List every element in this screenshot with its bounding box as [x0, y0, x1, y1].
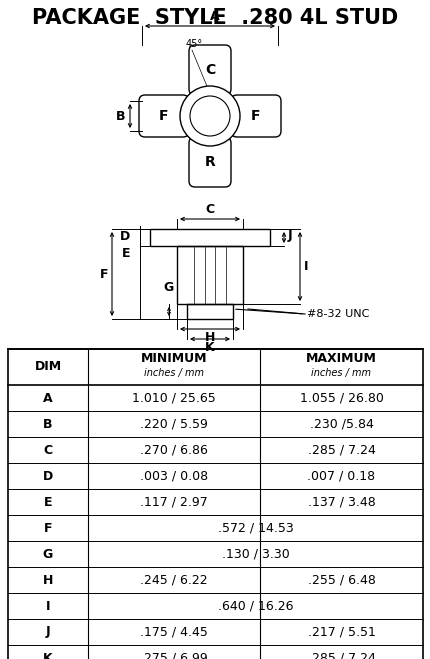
Text: .275 / 6.99: .275 / 6.99 [140, 652, 207, 659]
FancyBboxPatch shape [139, 95, 189, 137]
Text: G: G [43, 548, 53, 561]
Text: G: G [163, 281, 174, 294]
Text: C: C [43, 444, 52, 457]
FancyBboxPatch shape [189, 137, 230, 187]
Text: E: E [44, 496, 52, 509]
Text: .220 / 5.59: .220 / 5.59 [140, 418, 207, 430]
Text: D: D [43, 469, 53, 482]
Text: F: F [99, 268, 108, 281]
Text: MAXIMUM: MAXIMUM [305, 353, 376, 366]
Text: DIM: DIM [34, 360, 61, 374]
Text: .130 / 3.30: .130 / 3.30 [221, 548, 289, 561]
Text: .285 / 7.24: .285 / 7.24 [307, 444, 375, 457]
FancyBboxPatch shape [230, 95, 280, 137]
Bar [187, 304, 233, 319]
Text: B: B [43, 418, 52, 430]
Text: .572 / 14.53: .572 / 14.53 [217, 521, 293, 534]
Bar [150, 229, 269, 246]
Text: .255 / 6.48: .255 / 6.48 [307, 573, 375, 587]
Text: 1.010 / 25.65: 1.010 / 25.65 [132, 391, 215, 405]
Text: J: J [46, 625, 50, 639]
FancyBboxPatch shape [189, 45, 230, 95]
Text: 45°: 45° [186, 39, 203, 49]
Text: .230 /5.84: .230 /5.84 [309, 418, 372, 430]
Text: F: F [251, 109, 260, 123]
Text: C: C [205, 203, 214, 216]
Text: .640 / 16.26: .640 / 16.26 [217, 600, 292, 612]
Text: .003 / 0.08: .003 / 0.08 [140, 469, 208, 482]
Text: C: C [204, 63, 215, 77]
Text: .007 / 0.18: .007 / 0.18 [307, 469, 375, 482]
Text: .117 / 2.97: .117 / 2.97 [140, 496, 207, 509]
Text: .217 / 5.51: .217 / 5.51 [307, 625, 375, 639]
Bar [177, 246, 243, 304]
Bar [8, 349, 422, 659]
Text: H: H [204, 331, 215, 344]
Text: K: K [205, 341, 214, 354]
Text: I: I [303, 260, 308, 273]
Text: E: E [121, 247, 130, 260]
Text: 1.055 / 26.80: 1.055 / 26.80 [299, 391, 383, 405]
Text: R: R [204, 155, 215, 169]
Text: inches / mm: inches / mm [144, 368, 203, 378]
Text: inches / mm: inches / mm [311, 368, 371, 378]
Text: .270 / 6.86: .270 / 6.86 [140, 444, 207, 457]
Text: I: I [46, 600, 50, 612]
Text: F: F [44, 521, 52, 534]
Circle shape [180, 86, 240, 146]
Text: .245 / 6.22: .245 / 6.22 [140, 573, 207, 587]
Text: .175 / 4.45: .175 / 4.45 [140, 625, 207, 639]
Text: H: H [43, 573, 53, 587]
Text: #8-32 UNC: #8-32 UNC [306, 309, 369, 319]
Text: K: K [43, 652, 53, 659]
Text: J: J [287, 229, 292, 242]
Text: D: D [120, 230, 130, 243]
Text: F: F [159, 109, 169, 123]
Text: A: A [210, 10, 219, 23]
Text: MINIMUM: MINIMUM [141, 353, 207, 366]
Text: .137 / 3.48: .137 / 3.48 [307, 496, 375, 509]
Text: A: A [43, 391, 53, 405]
Text: PACKAGE  STYLE  .280 4L STUD: PACKAGE STYLE .280 4L STUD [32, 8, 397, 28]
Text: B: B [115, 109, 125, 123]
Text: .285 / 7.24: .285 / 7.24 [307, 652, 375, 659]
